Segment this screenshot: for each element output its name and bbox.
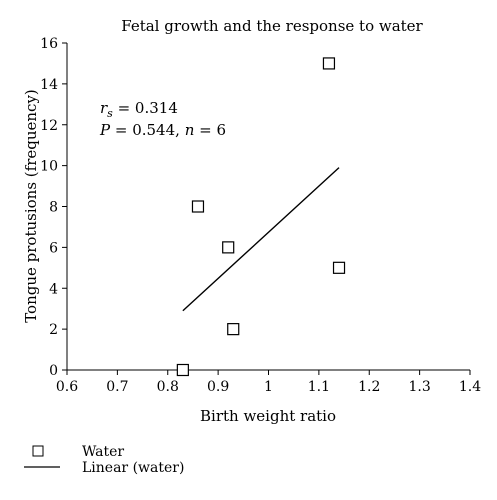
p-value: = 0.544, (110, 121, 185, 139)
y-tick-label: 16 (40, 36, 58, 52)
legend-square-marker (32, 445, 44, 457)
trend-line (182, 167, 340, 312)
x-ticks: 0.6 0.7 0.8 0.9 1 1.1 1.2 1.3 1.4 (56, 370, 481, 395)
points-layer (176, 57, 346, 377)
rs-subscript: s (107, 107, 113, 120)
p-annotation: P = 0.544, n = 6 (99, 121, 226, 139)
y-tick-label: 0 (49, 363, 58, 379)
x-tick-label: 1.2 (358, 379, 380, 395)
data-point (176, 363, 189, 377)
y-tick-label: 12 (40, 118, 58, 134)
x-tick-label: 0.9 (207, 379, 229, 395)
trend-layer (182, 167, 340, 312)
n-value: = 6 (194, 121, 226, 139)
legend-item-linear: Linear (water) (24, 460, 184, 476)
x-tick-label: 1.4 (459, 379, 481, 395)
y-tick-label: 6 (49, 240, 58, 256)
y-tick-label: 4 (49, 281, 58, 297)
x-tick-label: 0.7 (106, 379, 128, 395)
plot-frame (66, 43, 470, 371)
data-point (227, 323, 240, 336)
data-point (332, 261, 346, 274)
y-ticks: 0 2 4 6 8 10 12 14 16 (40, 36, 67, 379)
chart-title: Fetal growth and the response to water (121, 17, 423, 35)
n-symbol: n (185, 121, 195, 139)
x-axis-title: Birth weight ratio (200, 407, 336, 425)
rs-symbol: r (100, 99, 108, 117)
x-tick-label: 0.6 (56, 379, 78, 395)
legend: Water Linear (water) (24, 444, 184, 476)
rs-value: = 0.314 (113, 99, 178, 117)
y-tick-label: 14 (40, 77, 58, 93)
data-point (191, 200, 205, 213)
p-symbol: P (99, 121, 111, 139)
x-tick-label: 1 (264, 379, 273, 395)
legend-label-linear: Linear (water) (82, 460, 184, 476)
y-axis-title: Tongue protusions (frequency) (22, 89, 40, 323)
data-point (322, 57, 336, 70)
rs-annotation: rs = 0.314 (100, 99, 178, 120)
x-tick-label: 1.1 (308, 379, 330, 395)
y-tick-label: 8 (49, 200, 58, 216)
legend-label-water: Water (82, 444, 124, 460)
legend-item-water: Water (32, 444, 124, 460)
y-tick-label: 2 (49, 322, 58, 338)
x-tick-label: 0.8 (157, 379, 179, 395)
data-point (222, 241, 235, 254)
y-tick-label: 10 (40, 159, 58, 175)
x-tick-label: 1.3 (408, 379, 430, 395)
